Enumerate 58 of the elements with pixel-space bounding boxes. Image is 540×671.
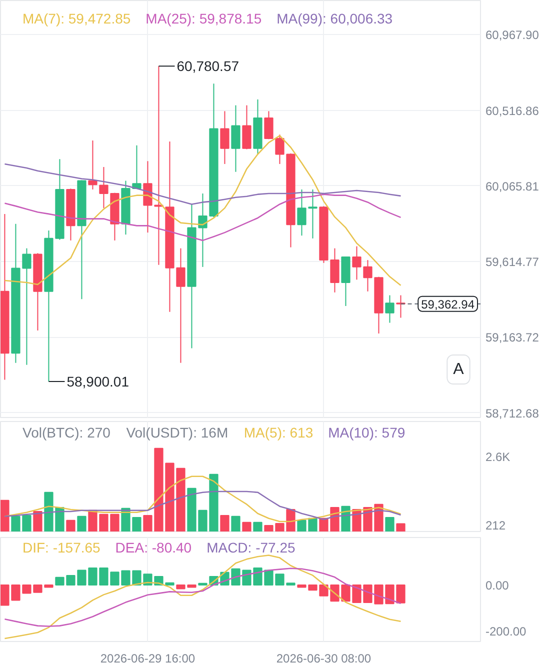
candlestick xyxy=(132,144,142,190)
x-tick-label: 2026-06-29 16:00 xyxy=(100,652,196,666)
y-tick-label: 0.00 xyxy=(486,578,510,593)
candlestick xyxy=(99,166,108,209)
bar xyxy=(253,522,262,532)
y-tick-label: 60,516.86 xyxy=(486,104,540,118)
annotation: 58,900.01 xyxy=(66,373,130,390)
line-series xyxy=(4,194,402,242)
candlestick xyxy=(352,246,362,280)
bar xyxy=(0,500,10,532)
candlestick xyxy=(308,188,318,239)
bar xyxy=(231,516,240,532)
bar xyxy=(66,520,76,532)
candlestick xyxy=(264,110,274,140)
bar xyxy=(220,515,230,532)
candlestick xyxy=(220,110,230,164)
candlestick xyxy=(242,104,252,150)
y-tick-label: 59,163.72 xyxy=(486,330,540,345)
bar xyxy=(396,523,406,532)
bar xyxy=(33,511,42,532)
y-tick-label: 58,712.68 xyxy=(486,406,540,420)
candlestick xyxy=(88,140,98,190)
text: MA(5): 613 xyxy=(244,424,314,440)
line-series xyxy=(4,163,402,205)
annotation: A xyxy=(453,361,464,378)
text: MA(10): 579 xyxy=(328,424,406,440)
y-tick-label: -200.00 xyxy=(486,624,527,639)
text: DIF: -157.65 xyxy=(22,540,101,556)
bar xyxy=(385,517,394,532)
text: MA(7): 59,472.85 xyxy=(22,10,131,26)
bar xyxy=(77,516,86,532)
line-series xyxy=(4,476,402,522)
candlestick xyxy=(396,294,406,318)
text: DEA: -80.40 xyxy=(115,540,192,556)
line-series xyxy=(4,134,402,286)
y-tick-label: 59,614.77 xyxy=(486,255,540,270)
annotation: MACD: -77.25 xyxy=(206,540,296,556)
candlestick xyxy=(176,248,186,364)
x-tick-label: 2026-06-30 08:00 xyxy=(276,652,372,666)
y-tick-label: 60,967.90 xyxy=(486,28,540,42)
y-tick-label: 212 xyxy=(486,518,506,532)
candlestick xyxy=(385,294,394,324)
chart-title: Vol(BTC): 270 xyxy=(22,424,111,440)
bar xyxy=(242,522,252,532)
candlestick xyxy=(363,260,372,292)
candlestick xyxy=(297,188,306,236)
line-series xyxy=(4,568,402,627)
y-tick-label: 60,065.81 xyxy=(486,179,540,194)
text: MA(25): 59,878.15 xyxy=(146,10,262,26)
y-tick-label: 2.6K xyxy=(486,450,510,464)
candlestick xyxy=(231,104,240,172)
line-series xyxy=(4,554,402,640)
annotation: 60,780.57 xyxy=(176,58,240,74)
line-series xyxy=(4,490,402,520)
ref-line-label: 59,362.94 xyxy=(421,297,475,312)
text: MA(99): 60,006.33 xyxy=(276,10,393,26)
candlestick xyxy=(330,248,340,293)
chart-subtitle: Vol(USDT): 16M xyxy=(126,424,228,440)
